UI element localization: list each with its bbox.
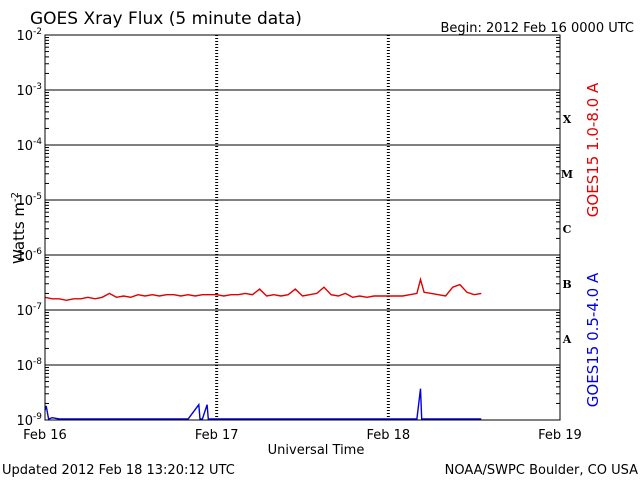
y-tick-base: 10 — [16, 84, 33, 99]
updated-timestamp: Updated 2012 Feb 18 13:20:12 UTC — [2, 463, 235, 478]
y-tick-base: 10 — [16, 249, 33, 264]
legend-long-channel: GOES15 1.0-8.0 A — [584, 82, 602, 217]
y-tick-label: 10-4 — [16, 137, 42, 154]
chart-title: GOES Xray Flux (5 minute data) — [30, 9, 302, 29]
series-long-channel-line — [44, 276, 482, 302]
y-tick-base: 10 — [16, 29, 33, 44]
flare-class-label: C — [563, 223, 572, 236]
series-short-channel-line — [44, 388, 482, 420]
flare-class-label: X — [563, 113, 572, 126]
y-axis-label: Watts m-2 — [10, 192, 28, 264]
y-tick-label: 10-6 — [16, 247, 42, 264]
y-tick-exponent: -8 — [33, 357, 42, 367]
legend-short-channel: GOES15 0.5-4.0 A — [584, 272, 602, 407]
plot-frame — [44, 34, 561, 421]
y-tick-exponent: -6 — [33, 247, 42, 257]
y-tick-label: 10-3 — [16, 82, 42, 99]
y-tick-base: 10 — [16, 359, 33, 374]
y-tick-base: 10 — [16, 304, 33, 319]
y-tick-base: 10 — [16, 414, 33, 429]
y-tick-base: 10 — [16, 139, 33, 154]
y-tick-exponent: -4 — [33, 137, 42, 147]
y-tick-exponent: -3 — [33, 82, 42, 92]
flare-class-label: M — [561, 168, 573, 181]
flare-class-label: B — [562, 278, 571, 291]
y-tick-label: 10-2 — [16, 27, 42, 44]
x-tick-label: Feb 19 — [538, 428, 582, 443]
credit-text: NOAA/SWPC Boulder, CO USA — [445, 463, 638, 478]
y-tick-base: 10 — [16, 194, 33, 209]
flare-class-label: A — [562, 333, 572, 346]
y-tick-exponent: -7 — [33, 302, 42, 312]
y-tick-exponent: -9 — [33, 412, 42, 422]
x-dotted-gridlines — [215, 35, 390, 420]
x-tick-label: Feb 17 — [195, 428, 239, 443]
x-axis-label: Universal Time — [268, 443, 365, 458]
y-tick-label: 10-5 — [16, 192, 42, 209]
y-tick-exponent: -5 — [33, 192, 42, 202]
y-gridlines — [45, 37, 560, 404]
y-tick-labels: 10-210-310-410-510-610-710-810-9 — [16, 27, 42, 429]
y-tick-label: 10-7 — [16, 302, 42, 319]
y-tick-exponent: -2 — [33, 27, 42, 37]
y-tick-label: 10-9 — [16, 412, 42, 429]
flare-class-labels: X M C B A — [561, 113, 573, 346]
x-tick-label: Feb 16 — [23, 428, 67, 443]
x-tick-labels: Feb 16 Feb 17 Feb 18 Feb 19 — [23, 428, 582, 443]
x-tick-label: Feb 18 — [366, 428, 410, 443]
y-tick-label: 10-8 — [16, 357, 42, 374]
begin-date: Begin: 2012 Feb 16 0000 UTC — [440, 21, 634, 36]
